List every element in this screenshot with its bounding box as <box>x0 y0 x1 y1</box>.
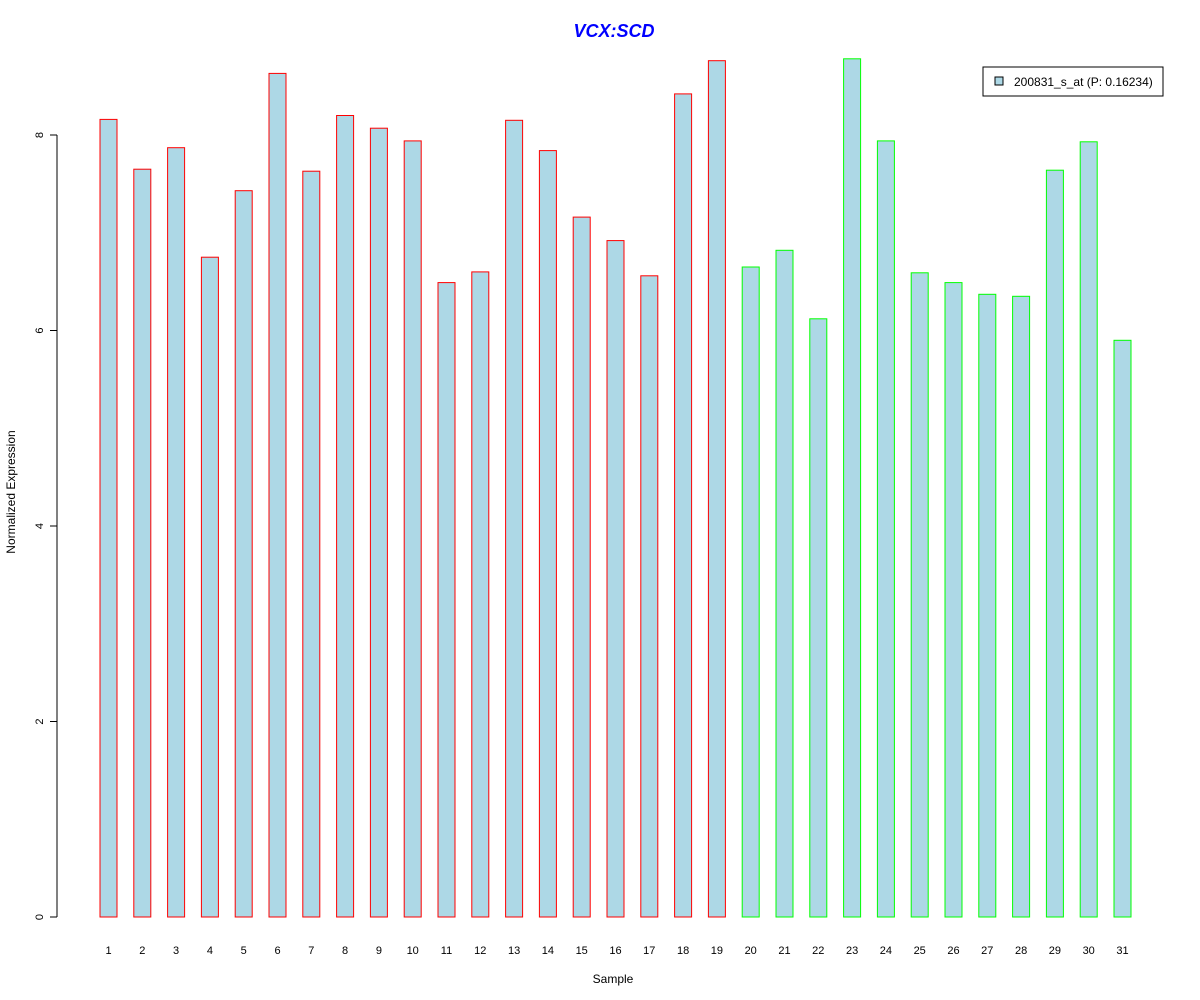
y-tick-label: 2 <box>34 718 46 724</box>
bar <box>1012 295 1031 918</box>
x-tick-label: 25 <box>914 945 926 957</box>
x-tick-label: 14 <box>542 945 554 957</box>
bar <box>234 190 253 918</box>
x-tick-label: 20 <box>745 945 757 957</box>
bar <box>538 150 557 918</box>
bar <box>876 140 895 918</box>
x-tick-label: 31 <box>1116 945 1128 957</box>
x-tick-label: 17 <box>643 945 655 957</box>
x-tick-label: 21 <box>778 945 790 957</box>
bar <box>640 275 659 918</box>
x-tick-label: 9 <box>376 945 382 957</box>
x-tick-label: 19 <box>711 945 723 957</box>
bar <box>910 272 929 918</box>
bar <box>505 119 524 918</box>
bar <box>167 147 186 918</box>
legend: 200831_s_at (P: 0.16234) <box>982 66 1164 97</box>
bar <box>843 58 862 918</box>
y-axis: 0 2 4 6 8 <box>34 132 58 920</box>
legend-box <box>982 66 1164 97</box>
bar <box>741 266 760 918</box>
x-tick-label: 3 <box>173 945 179 957</box>
x-tick-label: 12 <box>474 945 486 957</box>
x-tick-labels: 1 2 3 4 5 6 7 8 9 10 11 12 13 14 15 16 17 18 19 20 21 22 23 24 2… <box>105 945 1128 957</box>
bar <box>302 170 321 918</box>
bar <box>336 115 355 918</box>
bar <box>1113 339 1132 918</box>
y-tick-label: 0 <box>34 914 46 920</box>
bar <box>1079 141 1098 918</box>
x-tick-label: 18 <box>677 945 689 957</box>
x-axis-label: Sample <box>593 972 634 986</box>
x-tick-label: 10 <box>407 945 419 957</box>
bar <box>944 282 963 918</box>
x-tick-label: 6 <box>274 945 280 957</box>
x-tick-label: 27 <box>981 945 993 957</box>
x-tick-label: 2 <box>139 945 145 957</box>
y-axis-label: Normalized Expression <box>4 430 18 553</box>
x-tick-label: 26 <box>947 945 959 957</box>
bar <box>471 271 490 918</box>
bar <box>809 318 828 918</box>
x-tick-label: 1 <box>105 945 111 957</box>
y-tick-label: 4 <box>34 523 46 529</box>
x-tick-label: 4 <box>207 945 213 957</box>
bar <box>606 240 625 918</box>
x-tick-label: 28 <box>1015 945 1027 957</box>
bar <box>403 140 422 918</box>
bar <box>437 282 456 918</box>
x-tick-label: 15 <box>576 945 588 957</box>
legend-label: 200831_s_at (P: 0.16234) <box>1014 75 1153 89</box>
bar <box>200 256 219 918</box>
bar <box>707 60 726 918</box>
x-tick-label: 7 <box>308 945 314 957</box>
bar <box>775 249 794 918</box>
bar <box>572 216 591 918</box>
x-tick-label: 22 <box>812 945 824 957</box>
x-tick-label: 29 <box>1049 945 1061 957</box>
bar <box>133 168 152 918</box>
legend-swatch <box>994 76 1004 86</box>
x-tick-label: 13 <box>508 945 520 957</box>
bar <box>1045 169 1064 918</box>
x-tick-label: 5 <box>241 945 247 957</box>
x-tick-label: 23 <box>846 945 858 957</box>
x-tick-label: 24 <box>880 945 892 957</box>
bar <box>268 72 287 918</box>
x-tick-label: 16 <box>609 945 621 957</box>
bar <box>369 127 388 918</box>
bar <box>674 93 693 918</box>
y-tick-label: 8 <box>34 132 46 138</box>
bars-group <box>99 58 1132 918</box>
x-tick-label: 11 <box>441 945 452 957</box>
x-tick-label: 8 <box>342 945 348 957</box>
bar <box>978 293 997 918</box>
x-tick-label: 30 <box>1083 945 1095 957</box>
chart-title: VCX:SCD <box>573 21 654 41</box>
bar <box>99 118 118 918</box>
y-tick-label: 6 <box>34 327 46 333</box>
